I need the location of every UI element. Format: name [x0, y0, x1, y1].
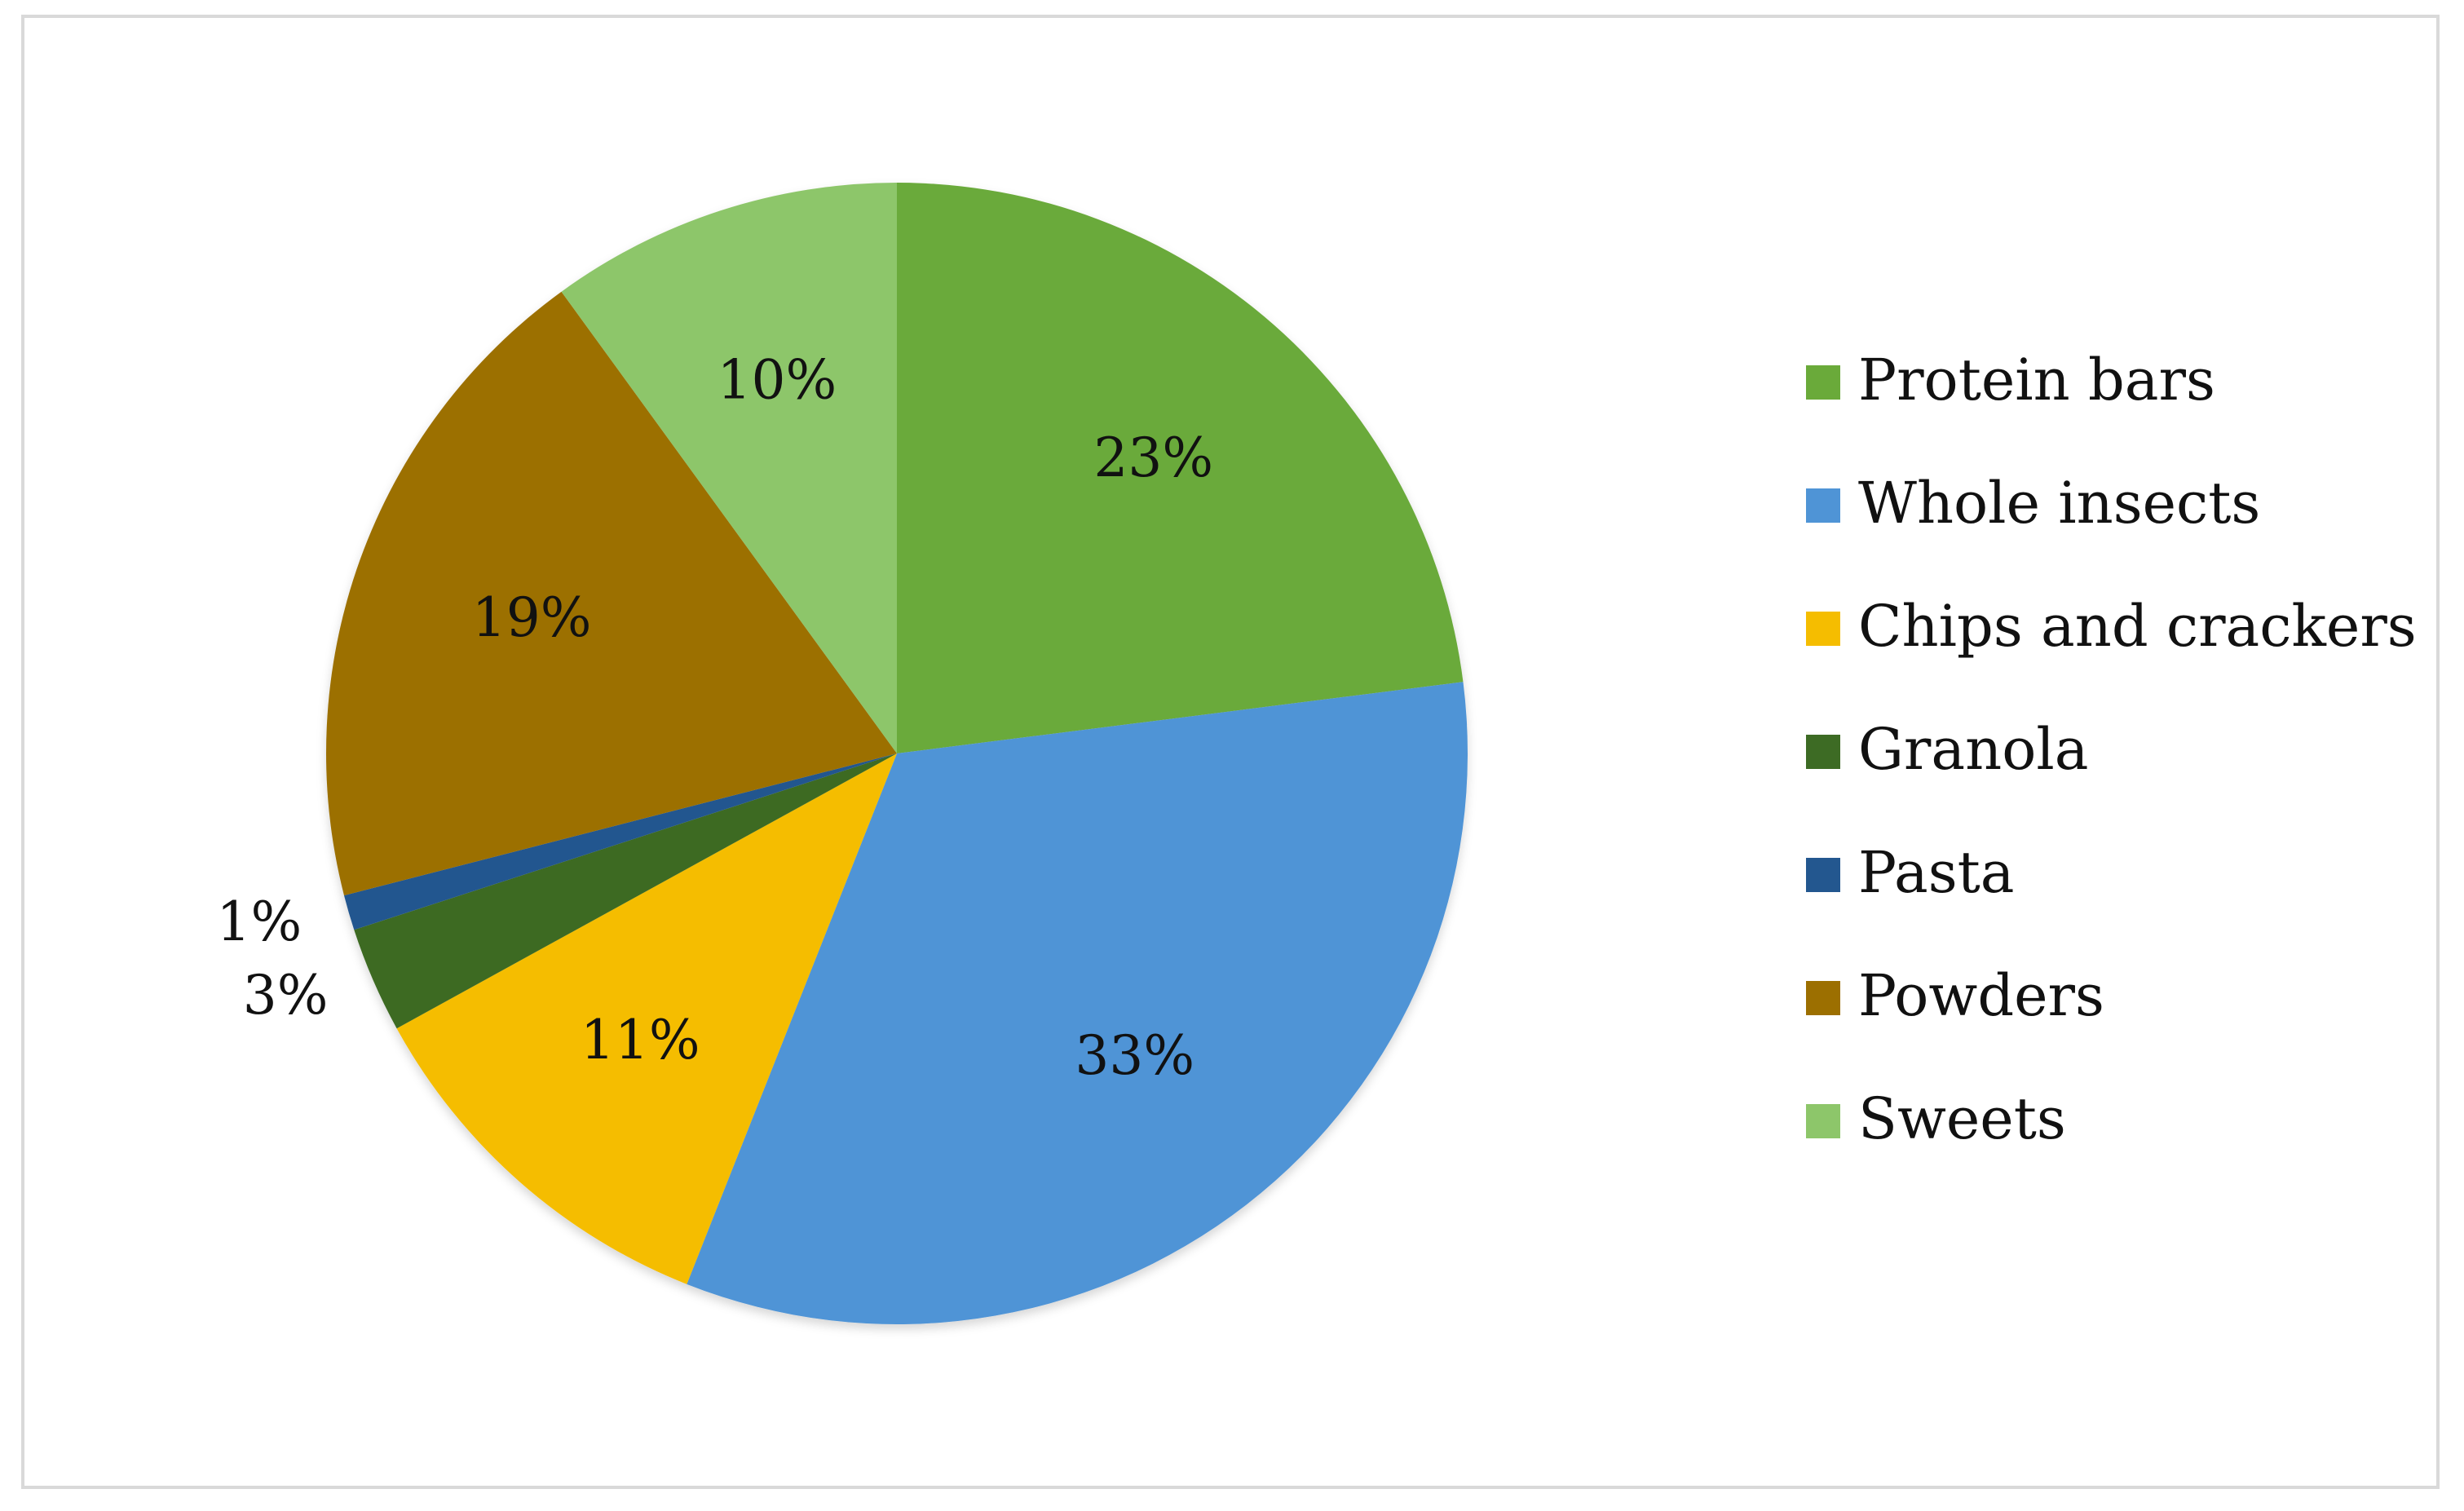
- legend-label-pasta: Pasta: [1858, 839, 2014, 906]
- legend-swatch-granola: [1806, 735, 1840, 769]
- pie-slice-whole-insects: [687, 682, 1468, 1324]
- legend: Protein bars Whole insects Chips and crack…: [1806, 347, 2417, 1152]
- legend-swatch-sweets: [1806, 1104, 1840, 1138]
- legend-item-chips-and-crackers: Chips and crackers: [1806, 593, 2417, 660]
- pie-slice-chips-and-crackers: [396, 753, 897, 1284]
- legend-label-sweets: Sweets: [1858, 1085, 2066, 1152]
- legend-label-chips-and-crackers: Chips and crackers: [1858, 593, 2417, 660]
- data-label-granola: 3%: [243, 964, 329, 1027]
- data-label-sweets: 10%: [718, 348, 837, 411]
- legend-item-granola: Granola: [1806, 716, 2088, 783]
- legend-swatch-pasta: [1806, 858, 1840, 892]
- data-label-chips-and-crackers: 11%: [581, 1009, 700, 1071]
- data-label-whole-insects: 33%: [1075, 1024, 1194, 1087]
- legend-item-pasta: Pasta: [1806, 839, 2014, 906]
- legend-label-protein-bars: Protein bars: [1858, 347, 2215, 413]
- legend-item-protein-bars: Protein bars: [1806, 347, 2215, 413]
- legend-swatch-protein-bars: [1806, 365, 1840, 400]
- data-label-pasta: 1%: [216, 890, 302, 953]
- data-label-protein-bars: 23%: [1093, 426, 1213, 489]
- legend-swatch-chips-and-crackers: [1806, 612, 1840, 646]
- legend-swatch-whole-insects: [1806, 488, 1840, 523]
- pie-slices: [325, 183, 1468, 1324]
- legend-label-powders: Powders: [1858, 962, 2104, 1029]
- legend-item-powders: Powders: [1806, 962, 2104, 1029]
- pie-slice-powders: [325, 291, 897, 896]
- pie-data-labels: 23% 33% 11% 3% 1% 19% 10%: [216, 348, 1213, 1087]
- data-label-powders: 19%: [472, 586, 592, 649]
- pie-slice-pasta: [343, 753, 897, 930]
- legend-item-sweets: Sweets: [1806, 1085, 2066, 1152]
- pie-slice-protein-bars: [897, 183, 1464, 753]
- pie-slice-granola: [354, 753, 897, 1029]
- legend-label-whole-insects: Whole insects: [1858, 470, 2260, 537]
- legend-swatch-powders: [1806, 981, 1840, 1015]
- legend-item-whole-insects: Whole insects: [1806, 470, 2260, 537]
- pie-slice-sweets: [561, 183, 897, 753]
- legend-label-granola: Granola: [1858, 716, 2088, 783]
